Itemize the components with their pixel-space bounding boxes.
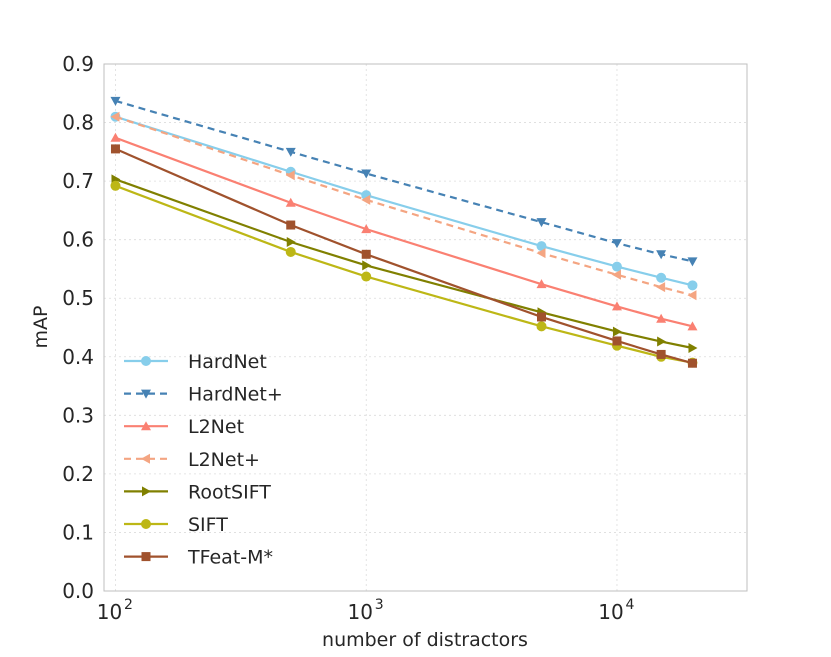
data-point-l2net [611, 301, 622, 311]
legend-item-l2net: L2Net [124, 416, 244, 438]
y-axis-ticks: 0.0 0.1 0.2 0.3 0.4 0.5 0.6 0.7 0.8 0.9 [62, 52, 94, 603]
data-point-hardnet [110, 96, 121, 106]
plot-area [103, 63, 748, 592]
data-point-tfeat-m [361, 249, 371, 259]
legend-label-l2net: L2Net+ [188, 449, 260, 471]
data-point-hardnet [361, 169, 372, 179]
data-point-l2net [687, 321, 698, 331]
data-point-rootsift [657, 336, 667, 347]
legend-label-rootsift: RootSIFT [188, 481, 271, 503]
y-tick-label: 0.2 [62, 462, 94, 486]
x-axis-ticks: 10 2 10 3 10 4 [97, 597, 635, 624]
data-point-hardnet [536, 218, 547, 228]
data-point-tfeat-m [687, 358, 697, 368]
data-point-tfeat-m [286, 220, 296, 230]
data-point-l2net [656, 313, 667, 323]
data-point-l2net [361, 194, 371, 205]
y-tick-label: 0.6 [62, 228, 94, 252]
series-rootsift [111, 174, 698, 353]
y-tick-label: 0.5 [62, 286, 94, 310]
legend-label-l2net: L2Net [188, 416, 244, 438]
legend-marker-sift [141, 519, 151, 529]
data-point-hardnet [285, 147, 296, 157]
data-point-l2net [110, 111, 120, 122]
data-point-tfeat-m [110, 144, 120, 154]
series-lines [110, 96, 698, 368]
x-tick-exponent: 3 [375, 597, 384, 613]
legend-marker-l2net [141, 453, 150, 464]
x-tick-label: 10 [97, 600, 122, 624]
series-line-hardnet [115, 115, 693, 287]
series-l2net [110, 111, 697, 301]
data-point-rootsift [612, 326, 622, 337]
data-point-sift [110, 180, 121, 191]
data-point-tfeat-m [612, 336, 622, 346]
y-tick-label: 0.0 [62, 579, 94, 603]
data-point-hardnet [687, 257, 698, 267]
series-tfeat-m [110, 144, 697, 368]
legend-label-hardnet: HardNet [188, 351, 267, 373]
legend: HardNet HardNet+ L2Net L2Net+ RootSIFT SIFT TF… [124, 351, 283, 569]
x-tick-exponent: 2 [124, 597, 133, 613]
y-tick-label: 0.8 [62, 111, 94, 135]
y-tick-label: 0.4 [62, 345, 94, 369]
y-tick-label: 0.7 [62, 169, 94, 193]
legend-label-tfeat-m: TFeat-M* [187, 547, 273, 569]
legend-item-sift: SIFT [124, 514, 228, 536]
data-point-rootsift [362, 260, 372, 271]
legend-marker-l2net [141, 421, 151, 431]
data-point-tfeat-m [536, 312, 546, 322]
data-point-sift [285, 246, 296, 257]
x-tick-label: 10 [348, 600, 373, 624]
data-point-l2net [110, 132, 121, 142]
legend-item-hardnet: HardNet+ [124, 384, 283, 406]
series-hardnet [110, 111, 698, 291]
data-point-hardnet [611, 239, 622, 249]
data-point-l2net [361, 224, 372, 234]
series-l2net [110, 132, 698, 331]
data-point-sift [361, 271, 372, 282]
data-point-l2net [687, 290, 697, 301]
data-point-hardnet [687, 280, 698, 291]
legend-item-l2net: L2Net+ [124, 449, 260, 471]
data-point-hardnet [656, 272, 667, 283]
data-point-l2net [536, 279, 547, 289]
data-point-tfeat-m [656, 349, 666, 359]
y-tick-label: 0.9 [62, 52, 94, 76]
data-point-l2net [536, 248, 546, 259]
data-point-l2net [656, 282, 666, 293]
legend-item-tfeat-m: TFeat-M* [124, 547, 273, 569]
x-tick-label: 10 [598, 600, 623, 624]
data-point-l2net [285, 170, 295, 181]
legend-label-hardnet: HardNet+ [188, 384, 283, 406]
series-hardnet [110, 96, 698, 267]
legend-item-rootsift: RootSIFT [124, 481, 271, 503]
y-axis-label: mAP [30, 306, 52, 349]
data-point-sift [536, 321, 547, 332]
y-tick-label: 0.1 [62, 520, 94, 544]
x-axis-label: number of distractors [322, 629, 528, 651]
data-point-rootsift [286, 237, 296, 248]
legend-label-sift: SIFT [188, 514, 228, 536]
x-tick-exponent: 4 [626, 597, 635, 613]
legend-marker-rootsift [142, 486, 151, 497]
legend-marker-hardnet [141, 356, 151, 366]
y-tick-label: 0.3 [62, 403, 94, 427]
data-point-l2net [285, 197, 296, 207]
data-point-rootsift [688, 342, 698, 353]
data-point-hardnet [611, 261, 622, 272]
legend-item-hardnet: HardNet [124, 351, 267, 373]
data-point-l2net [611, 269, 621, 280]
legend-marker-tfeat-m [141, 552, 151, 562]
legend-marker-hardnet [141, 389, 151, 399]
data-point-hardnet [656, 250, 667, 260]
